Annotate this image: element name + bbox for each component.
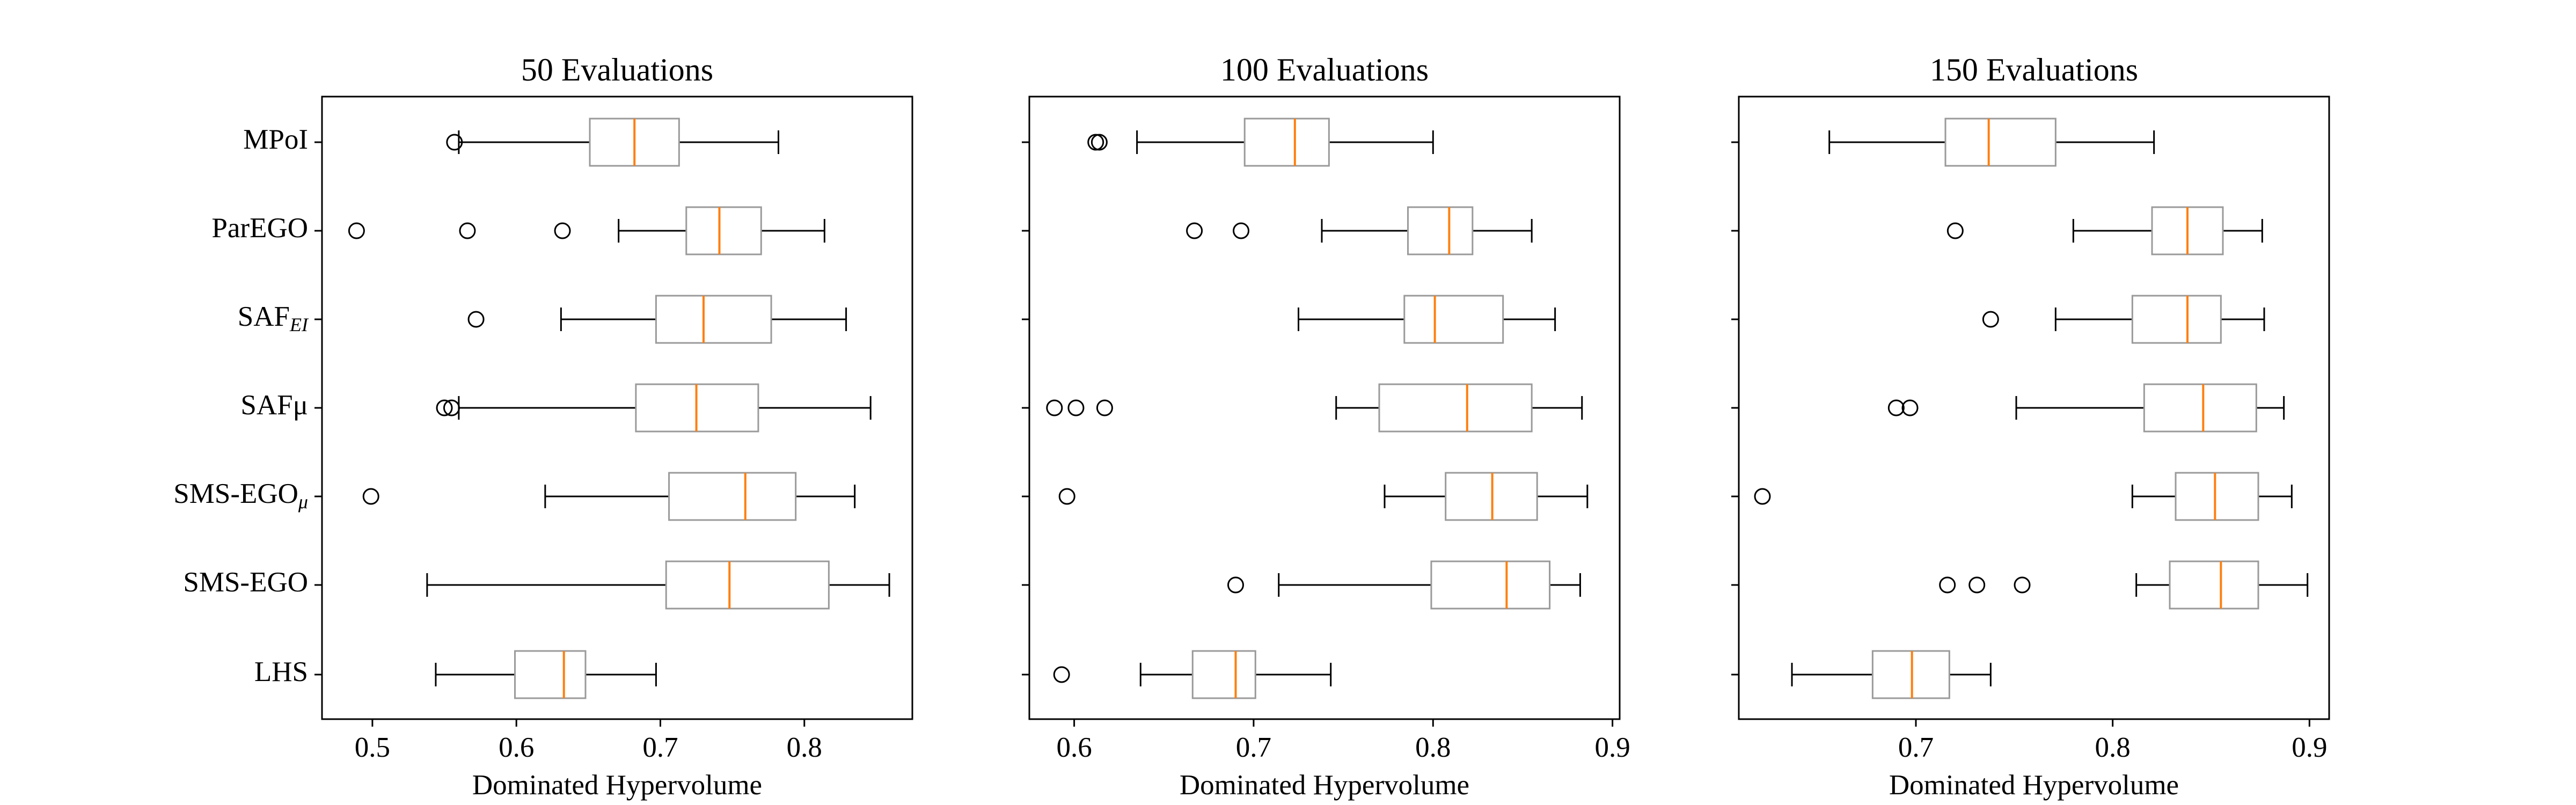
outlier-point xyxy=(362,488,379,505)
outlier-point xyxy=(1186,222,1203,239)
box-parego xyxy=(1946,206,2263,255)
box-lhs xyxy=(435,650,657,699)
iqr-box xyxy=(2143,383,2257,433)
subplot-title: 150 Evaluations xyxy=(1930,52,2138,87)
box-saf-ei xyxy=(1298,295,1556,344)
x-tick-label: 0.6 xyxy=(1056,732,1092,763)
box-saf- xyxy=(436,383,872,433)
outlier-point xyxy=(436,399,453,416)
outlier-point xyxy=(459,222,476,239)
iqr-box xyxy=(1403,295,1504,344)
category-label-2: SAFEI xyxy=(238,301,309,335)
x-axis-label: Dominated Hypervolume xyxy=(1889,770,2179,801)
outlier-point xyxy=(1058,488,1075,505)
plot-frame xyxy=(1028,96,1621,720)
x-tick-label: 0.9 xyxy=(1595,732,1630,763)
outlier-point xyxy=(467,311,485,328)
iqr-box xyxy=(2131,295,2222,344)
outlier-point xyxy=(443,399,460,416)
iqr-box xyxy=(1378,383,1533,433)
box-sms-ego xyxy=(1227,560,1581,610)
category-label-5: SMS-EGO xyxy=(183,567,308,598)
x-tick-label: 0.6 xyxy=(499,732,534,763)
outlier-point xyxy=(2014,576,2031,594)
box-parego xyxy=(1186,206,1533,255)
outlier-point xyxy=(446,134,463,151)
iqr-box xyxy=(655,295,772,344)
category-label-0: MPoI xyxy=(243,124,308,155)
outlier-point xyxy=(1887,399,1905,416)
outlier-point xyxy=(1087,134,1104,151)
outlier-point xyxy=(1754,488,1771,505)
iqr-box xyxy=(514,650,587,699)
iqr-box xyxy=(2175,472,2259,521)
box-saf-ei xyxy=(1982,295,2265,344)
outlier-point xyxy=(1982,311,1999,328)
x-tick-label: 0.7 xyxy=(642,732,678,763)
plot-frame xyxy=(321,96,913,720)
box-parego xyxy=(348,206,825,255)
x-tick-label: 0.8 xyxy=(1415,732,1451,763)
box-saf- xyxy=(1046,383,1583,433)
iqr-box xyxy=(1243,118,1330,167)
box-saf-ei xyxy=(467,295,847,344)
outlier-point xyxy=(1053,666,1070,683)
x-tick-label: 0.7 xyxy=(1236,732,1271,763)
iqr-box xyxy=(685,206,762,255)
x-tick-label: 0.7 xyxy=(1898,732,1934,763)
iqr-box xyxy=(2169,560,2259,610)
box-sms-ego- xyxy=(1754,472,2293,521)
box-saf- xyxy=(1887,383,2285,433)
iqr-box xyxy=(665,560,830,610)
x-tick-label: 0.8 xyxy=(2095,732,2131,763)
category-label-4: SMS-EGOμ xyxy=(173,478,308,513)
category-label-3: SAFμ xyxy=(240,390,308,421)
iqr-box xyxy=(668,472,797,521)
box-mpoi xyxy=(446,118,779,167)
outlier-point xyxy=(554,222,571,239)
outlier-point xyxy=(1968,576,1986,594)
box-sms-ego- xyxy=(1058,472,1589,521)
box-mpoi xyxy=(1087,118,1434,167)
box-mpoi xyxy=(1828,118,2155,167)
iqr-box xyxy=(1944,118,2057,167)
x-axis-label: Dominated Hypervolume xyxy=(472,770,762,801)
outlier-point xyxy=(1939,576,1956,594)
outlier-point xyxy=(348,222,365,239)
x-tick-label: 0.8 xyxy=(787,732,822,763)
category-label-6: LHS xyxy=(254,656,308,687)
outlier-point xyxy=(1233,222,1250,239)
outlier-point xyxy=(1046,399,1063,416)
box-sms-ego xyxy=(426,560,890,610)
iqr-box xyxy=(1430,560,1551,610)
box-sms-ego xyxy=(1939,560,2309,610)
box-lhs xyxy=(1053,650,1332,699)
subplot-title: 100 Evaluations xyxy=(1220,52,1429,87)
x-tick-label: 0.5 xyxy=(355,732,390,763)
iqr-box xyxy=(1407,206,1474,255)
subplot-3: 150 Evaluations Dominated Hypervolume 0.7 0… xyxy=(1731,52,2330,801)
x-axis-label: Dominated Hypervolume xyxy=(1180,770,1469,801)
category-label-1: ParEGO xyxy=(211,213,308,244)
subplot-title: 50 Evaluations xyxy=(521,52,713,87)
box-sms-ego- xyxy=(362,472,856,521)
outlier-point xyxy=(1096,399,1113,416)
x-tick-label: 0.9 xyxy=(2292,732,2327,763)
outlier-point xyxy=(1067,399,1085,416)
subplot-2: 100 Evaluations Dominated Hypervolume 0.6 0… xyxy=(1022,52,1630,801)
outlier-point xyxy=(1227,576,1244,594)
outlier-point xyxy=(1091,134,1108,151)
box-lhs xyxy=(1791,650,1992,699)
subplot-1: 50 Evaluations Dominated Hypervolume 0.5 0.… xyxy=(173,52,913,801)
outlier-point xyxy=(1946,222,1964,239)
outlier-point xyxy=(1901,399,1919,416)
plot-frame xyxy=(1738,96,2330,720)
iqr-box xyxy=(1191,650,1256,699)
